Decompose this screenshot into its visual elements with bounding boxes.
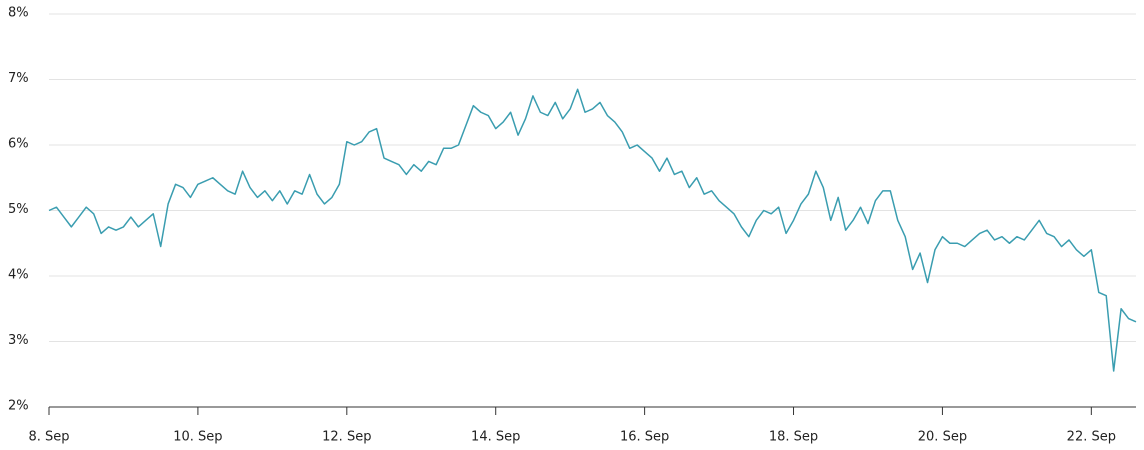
data-line — [48, 88, 1137, 372]
y-tick-label: 3% — [8, 333, 29, 348]
x-tick-label: 8. Sep — [28, 430, 69, 445]
y-tick-label: 6% — [8, 137, 29, 152]
x-tick-label: 16. Sep — [620, 430, 669, 445]
y-tick-label: 8% — [8, 6, 29, 21]
x-tick-label: 14. Sep — [471, 430, 520, 445]
x-tick-label: 12. Sep — [322, 430, 371, 445]
y-tick-label: 5% — [8, 202, 29, 217]
x-tick-label: 18. Sep — [769, 430, 818, 445]
x-tick-label: 20. Sep — [918, 430, 967, 445]
x-tick-label: 10. Sep — [173, 430, 222, 445]
y-tick-label: 2% — [8, 399, 29, 414]
x-tick-label: 22. Sep — [1067, 430, 1116, 445]
y-tick-label: 7% — [8, 71, 29, 86]
y-tick-label: 4% — [8, 268, 29, 283]
